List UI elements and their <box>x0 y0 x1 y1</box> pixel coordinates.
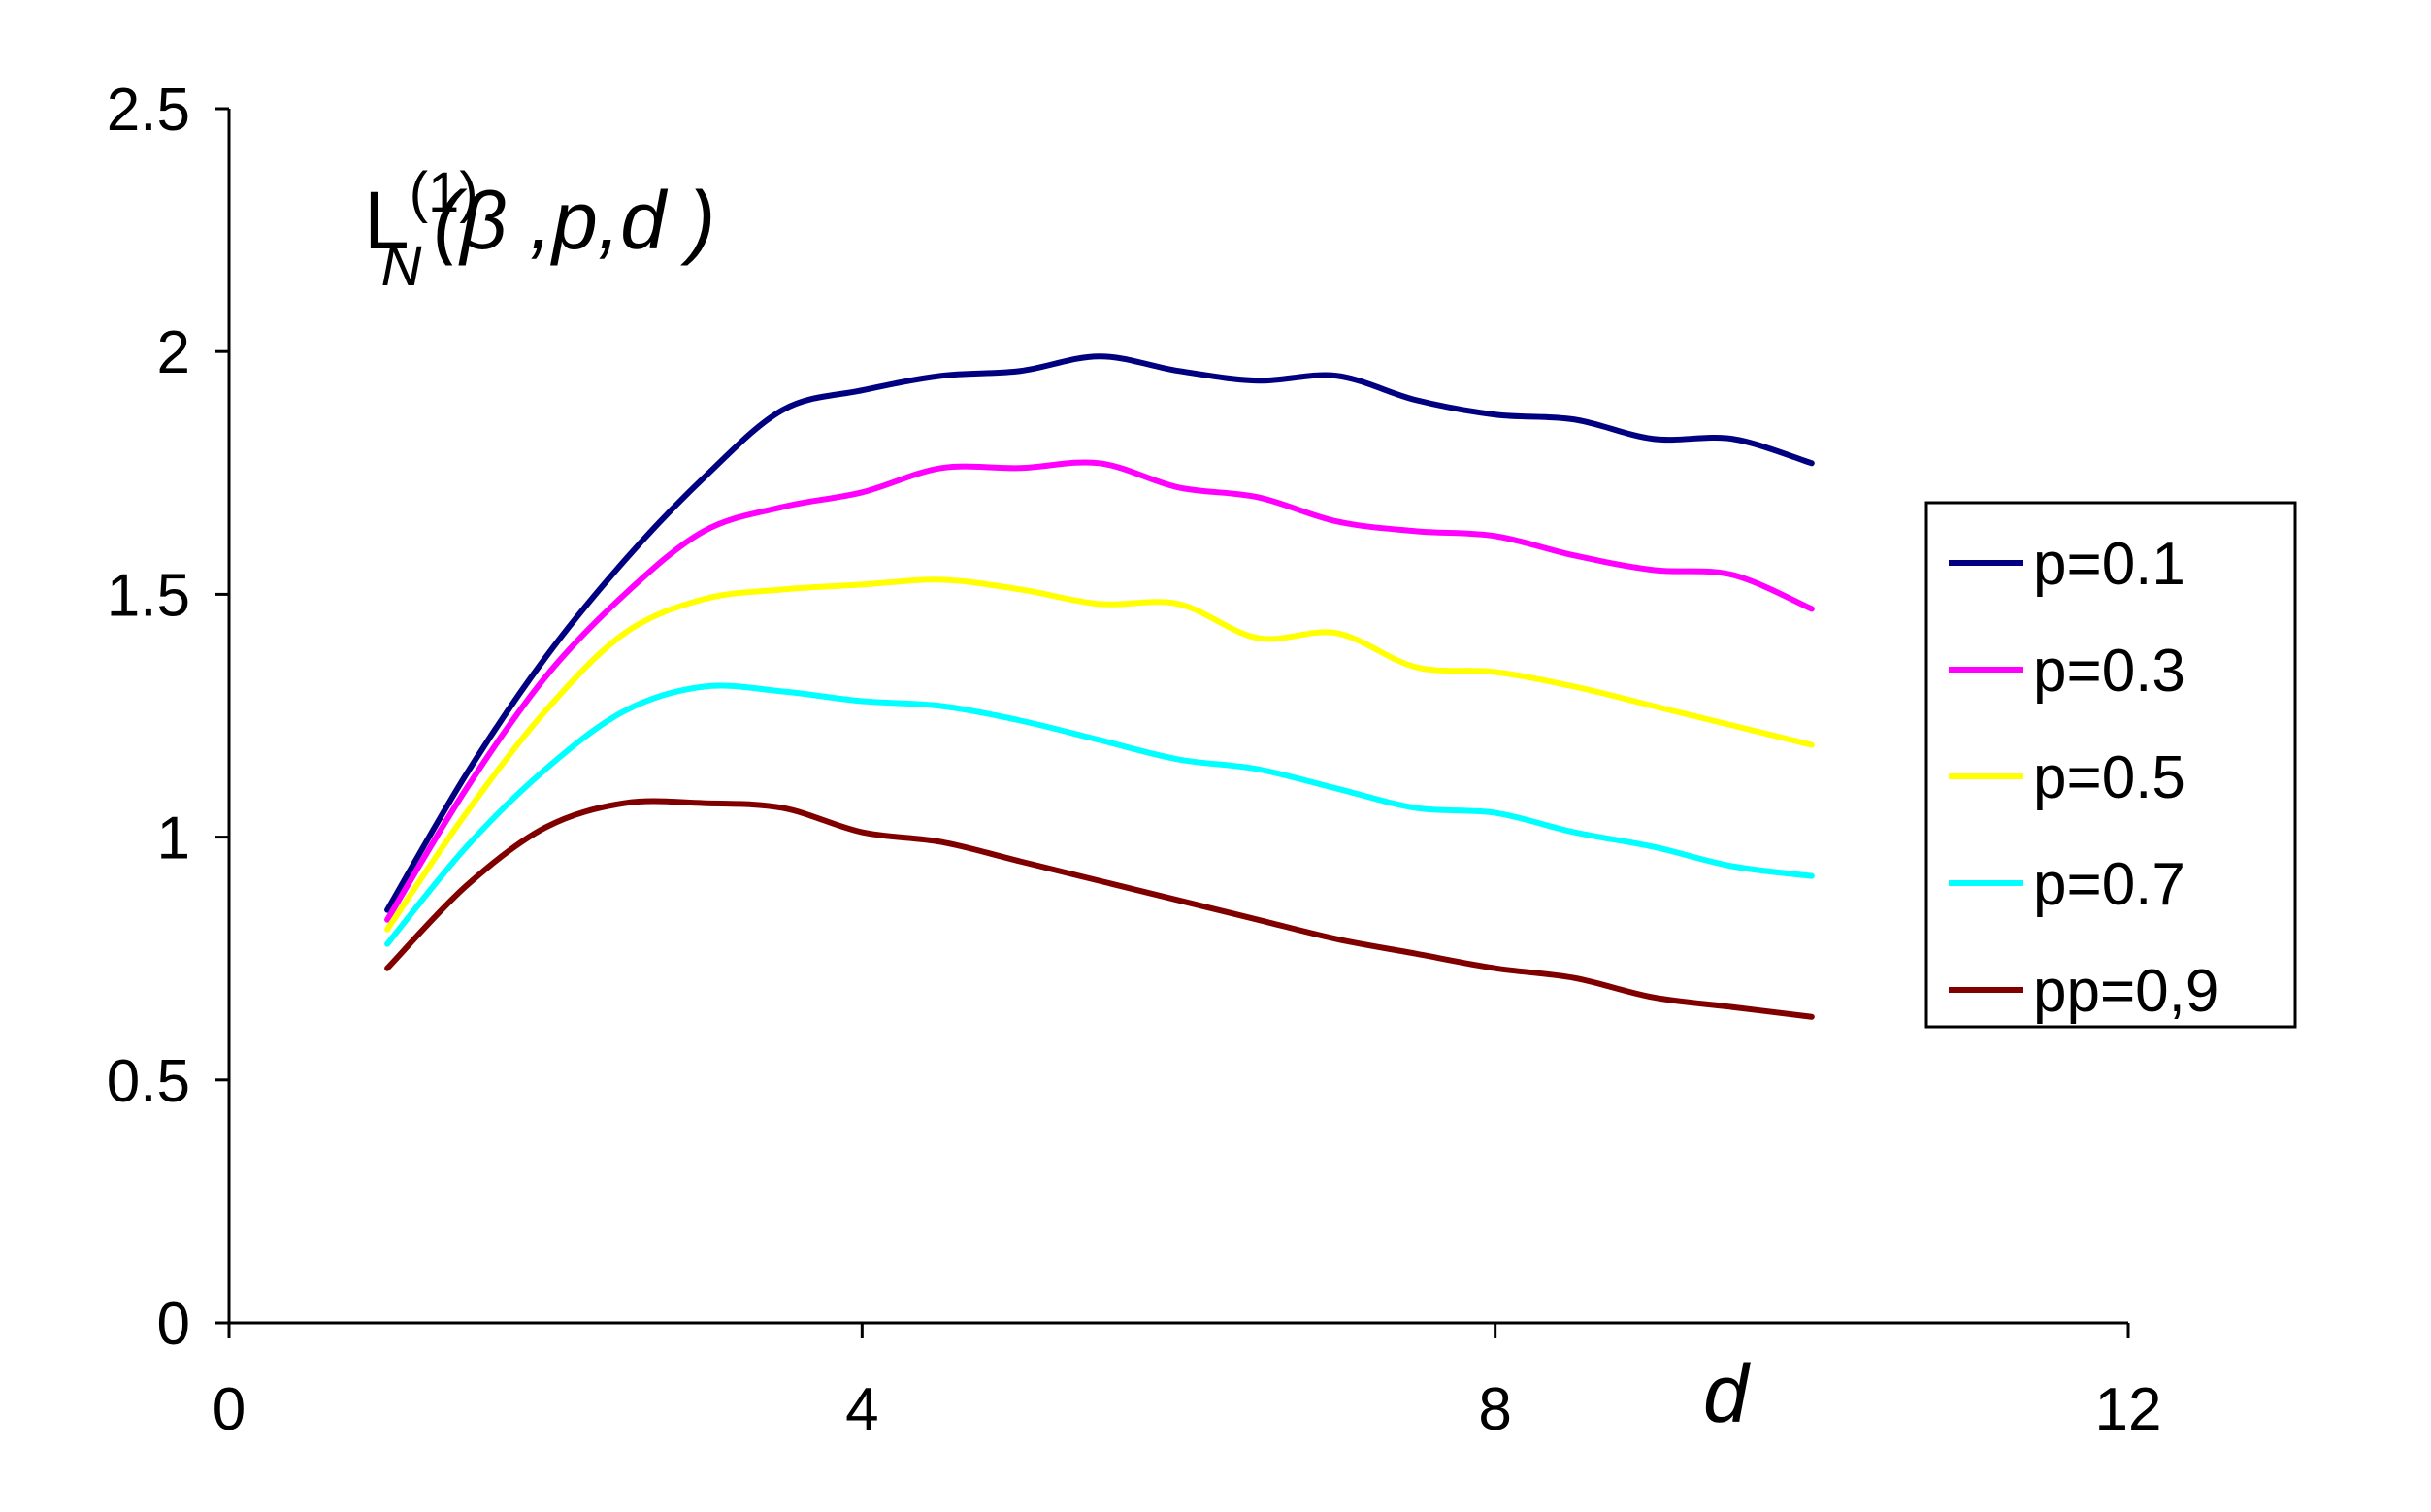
annotation-args: (β ,p,d ) <box>434 175 716 266</box>
annotation-base: L <box>364 175 410 266</box>
series-line-3 <box>384 576 1815 933</box>
annotation-subscript: N <box>381 235 422 298</box>
series-line-4 <box>384 682 1815 947</box>
axes: 0 0.5 1 1.5 2 2.5 0 4 8 12 <box>107 77 2162 1443</box>
x-tick-label: 12 <box>2095 1376 2162 1443</box>
y-tick-label: 0 <box>157 1291 190 1358</box>
y-tick-label: 1 <box>157 805 190 872</box>
y-tick-label: 2 <box>157 319 190 386</box>
legend: p=0.1 p=0.3 p=0.5 p=0.7 pp=0,9 <box>1924 501 2297 1029</box>
function-annotation: L(1) N(β ,p,d ) <box>364 161 715 298</box>
series-line-2 <box>384 459 1815 923</box>
y-ticks: 0 0.5 1 1.5 2 2.5 <box>107 77 229 1358</box>
y-tick-label: 0.5 <box>107 1048 190 1115</box>
y-tick-label: 2.5 <box>107 77 190 144</box>
x-axis-title: d <box>1703 1348 1751 1439</box>
legend-label: p=0.1 <box>2033 531 2185 598</box>
series-line-5 <box>384 798 1815 1020</box>
series-line-1 <box>384 353 1815 913</box>
legend-items: p=0.1 p=0.3 p=0.5 p=0.7 pp=0,9 <box>1949 531 2218 1025</box>
x-tick-label: 8 <box>1478 1376 1511 1443</box>
legend-box <box>1924 501 2297 1029</box>
x-tick-label: 4 <box>845 1376 878 1443</box>
legend-label: p=0.3 <box>2033 638 2185 705</box>
x-ticks: 0 4 8 12 <box>213 1323 2162 1443</box>
legend-label: p=0.5 <box>2033 744 2185 811</box>
y-tick-label: 1.5 <box>107 562 190 629</box>
series-lines <box>384 353 1815 1020</box>
legend-label: pp=0,9 <box>2033 958 2218 1025</box>
legend-label: p=0.7 <box>2033 851 2185 918</box>
x-tick-label: 0 <box>213 1376 246 1443</box>
annotation-superscript: (1) <box>410 161 478 224</box>
